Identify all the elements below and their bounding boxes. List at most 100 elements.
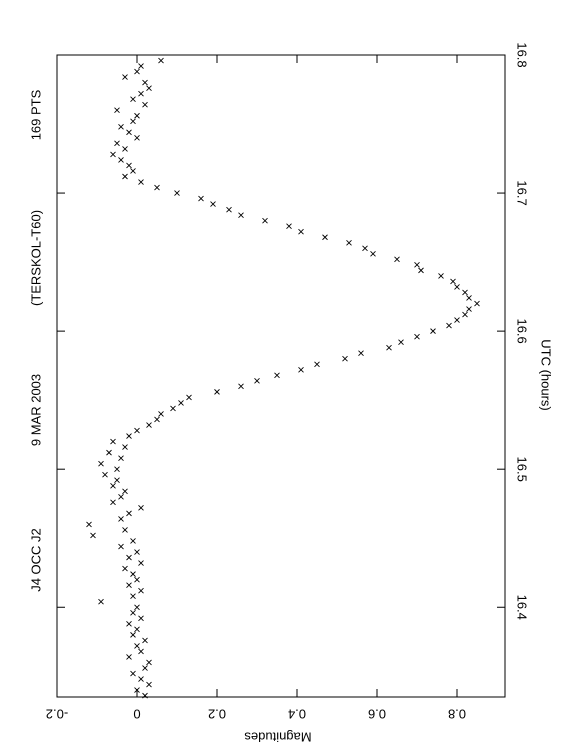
point-stroke [138, 615, 144, 622]
point-stroke [138, 648, 144, 655]
point [186, 394, 192, 401]
point-stroke [126, 621, 132, 627]
point [238, 383, 244, 390]
point [126, 129, 132, 136]
annotation: (TERSKOL-T60) [28, 210, 43, 306]
point-stroke [262, 217, 268, 224]
point-stroke [118, 157, 124, 163]
point-stroke [414, 333, 420, 340]
point-stroke [126, 582, 132, 588]
point-stroke [134, 626, 140, 633]
point-stroke [134, 687, 140, 693]
point [142, 665, 148, 671]
point-stroke [122, 565, 128, 572]
point [134, 427, 140, 434]
point [118, 455, 124, 461]
point [122, 527, 128, 533]
point-stroke [146, 681, 152, 688]
point [138, 676, 144, 682]
point [254, 378, 260, 384]
point [414, 333, 420, 340]
point [138, 179, 144, 185]
point [138, 648, 144, 655]
point [142, 101, 148, 108]
point [122, 74, 128, 80]
point [130, 168, 136, 174]
point [430, 328, 436, 334]
point [134, 576, 140, 583]
point-stroke [138, 560, 144, 566]
point [134, 687, 140, 693]
point-stroke [346, 239, 352, 246]
point-stroke [238, 383, 244, 390]
point [466, 306, 472, 312]
point [114, 477, 120, 484]
point-stroke [134, 112, 140, 119]
point [174, 190, 180, 196]
annotation: 169 PTS [28, 89, 43, 140]
point-stroke [142, 79, 148, 86]
point-stroke [142, 637, 148, 644]
point [126, 582, 132, 588]
point-stroke [110, 482, 116, 489]
point [170, 405, 176, 412]
point-stroke [122, 146, 128, 152]
x-tick-label: 16.5 [515, 457, 530, 482]
point-stroke [134, 68, 140, 75]
point [474, 300, 480, 307]
point-stroke [142, 692, 148, 699]
point [418, 267, 424, 274]
point-stroke [130, 168, 136, 174]
point [126, 433, 132, 439]
point-stroke [286, 223, 292, 230]
point [154, 416, 160, 423]
point-stroke [122, 444, 128, 450]
point-stroke [130, 118, 136, 125]
point-stroke [454, 284, 460, 290]
point-stroke [118, 516, 124, 522]
point [142, 692, 148, 699]
point [130, 593, 136, 600]
point-stroke [454, 317, 460, 323]
y-axis-label: Magnitudes [244, 730, 312, 745]
point [126, 162, 132, 169]
point-stroke [370, 250, 376, 257]
point [122, 146, 128, 152]
point-stroke [178, 400, 184, 406]
point [130, 538, 136, 544]
point [134, 135, 140, 141]
point [138, 587, 144, 594]
point-stroke [142, 665, 148, 671]
point [114, 107, 120, 114]
point [466, 295, 472, 301]
point [114, 140, 120, 147]
point-stroke [134, 604, 140, 611]
point [398, 339, 404, 345]
point-stroke [394, 256, 400, 263]
point [274, 372, 280, 379]
point-stroke [110, 151, 116, 158]
point-stroke [138, 676, 144, 682]
point [118, 123, 124, 130]
point-stroke [118, 123, 124, 130]
point-stroke [130, 571, 136, 577]
point-stroke [358, 350, 364, 357]
point-stroke [134, 135, 140, 141]
point [342, 355, 348, 362]
point-stroke [126, 554, 132, 561]
y-tick-label: 0 [133, 707, 140, 722]
point [394, 256, 400, 263]
point [414, 262, 420, 268]
point-stroke [122, 527, 128, 533]
point [126, 654, 132, 660]
point-stroke [322, 234, 328, 241]
point [154, 184, 160, 191]
y-tick-label: 0.8 [448, 707, 466, 722]
x-tick-label: 16.4 [515, 595, 530, 620]
point [298, 366, 304, 373]
point-stroke [130, 538, 136, 544]
point-stroke [466, 306, 472, 312]
point-stroke [102, 471, 108, 478]
point-stroke [170, 405, 176, 412]
point [134, 549, 140, 555]
